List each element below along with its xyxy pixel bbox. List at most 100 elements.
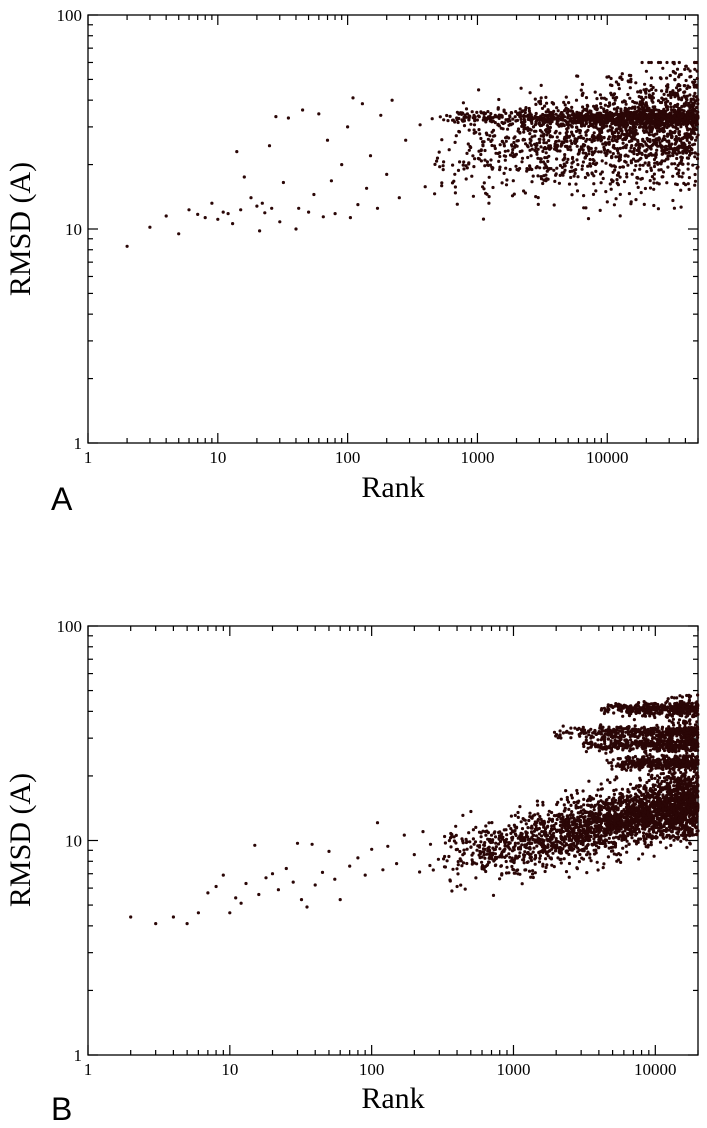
scatter-point	[453, 140, 457, 144]
scatter-point	[679, 125, 683, 129]
scatter-point	[533, 827, 538, 831]
scatter-point	[679, 188, 683, 192]
scatter-point	[566, 110, 570, 114]
scatter-point	[592, 827, 596, 831]
scatter-point	[516, 836, 520, 840]
scatter-point	[660, 129, 665, 133]
scatter-point	[552, 203, 556, 207]
scatter-point	[674, 166, 678, 171]
scatter-point	[486, 116, 490, 120]
scatter-point	[263, 211, 267, 215]
scatter-point	[443, 834, 447, 839]
scatter-point	[509, 111, 513, 115]
scatter-point	[618, 192, 622, 196]
scatter-point	[509, 814, 513, 818]
scatter-point	[418, 123, 422, 127]
scatter-point	[516, 127, 521, 131]
scatter-point	[540, 834, 544, 838]
scatter-point	[529, 875, 533, 879]
scatter-point	[479, 111, 483, 115]
scatter-point	[619, 860, 623, 865]
scatter-point	[621, 846, 625, 850]
scatter-point	[578, 852, 582, 857]
scatter-point	[559, 797, 563, 801]
scatter-point	[629, 202, 633, 206]
scatter-point	[620, 72, 624, 76]
scatter-point	[597, 120, 601, 124]
scatter-point	[557, 139, 561, 143]
scatter-point	[655, 114, 659, 118]
scatter-point	[531, 850, 535, 854]
scatter-point	[684, 78, 688, 83]
scatter-point	[653, 776, 657, 781]
scatter-point	[683, 143, 687, 147]
scatter-point	[550, 824, 554, 828]
scatter-point	[689, 146, 693, 151]
scatter-point	[657, 168, 661, 172]
scatter-point	[638, 146, 642, 150]
scatter-point	[683, 67, 687, 71]
scatter-point	[688, 153, 692, 157]
scatter-point	[445, 113, 449, 118]
x-tick-label: 1000	[460, 448, 494, 467]
scatter-point	[471, 154, 475, 158]
scatter-point	[592, 131, 596, 135]
scatter-point	[547, 154, 551, 158]
scatter-point	[412, 853, 416, 857]
scatter-point	[539, 177, 544, 181]
scatter-point	[636, 119, 640, 123]
scatter-point	[226, 212, 230, 216]
scatter-point	[616, 131, 621, 135]
scatter-point	[125, 244, 129, 248]
scatter-point	[519, 86, 523, 90]
scatter-point	[668, 129, 672, 133]
scatter-point	[586, 830, 590, 834]
scatter-point	[491, 128, 496, 132]
scatter-point	[457, 129, 461, 134]
scatter-point	[488, 134, 492, 138]
scatter-point	[574, 98, 579, 102]
scatter-point	[613, 146, 617, 150]
scatter-point	[584, 151, 588, 155]
scatter-point	[594, 829, 598, 834]
scatter-point	[615, 127, 619, 131]
scatter-point	[650, 810, 654, 814]
scatter-point	[651, 105, 655, 109]
scatter-point	[693, 183, 697, 187]
scatter-point	[664, 144, 668, 148]
scatter-point	[549, 167, 553, 171]
scatter-point	[568, 145, 572, 149]
scatter-point	[539, 83, 543, 87]
scatter-point	[665, 778, 669, 782]
scatter-point	[667, 114, 671, 118]
scatter-point	[561, 815, 565, 819]
scatter-point	[274, 115, 278, 119]
scatter-point	[348, 864, 352, 868]
scatter-point	[584, 96, 589, 100]
scatter-point	[608, 150, 612, 154]
scatter-point	[567, 135, 571, 139]
scatter-point	[523, 111, 527, 115]
scatter-point	[646, 772, 651, 777]
scatter-point	[510, 829, 514, 833]
scatter-point	[483, 164, 487, 168]
scatter-point	[594, 189, 598, 193]
scatter-point	[682, 90, 686, 94]
scatter-point	[502, 828, 506, 832]
scatter-point	[571, 816, 575, 820]
scatter-point	[624, 128, 628, 132]
scatter-point	[512, 871, 516, 875]
scatter-point	[604, 161, 608, 165]
scatter-point	[634, 164, 638, 168]
scatter-point	[592, 136, 596, 140]
scatter-point	[639, 813, 643, 817]
scatter-point	[617, 159, 621, 163]
scatter-point	[260, 201, 264, 205]
scatter-point	[581, 857, 586, 861]
scatter-point	[668, 781, 672, 785]
scatter-point	[507, 871, 511, 875]
scatter-point	[676, 163, 680, 167]
x-axis-label-a: Rank	[361, 471, 424, 504]
scatter-point	[625, 124, 629, 128]
scatter-point	[570, 796, 574, 800]
